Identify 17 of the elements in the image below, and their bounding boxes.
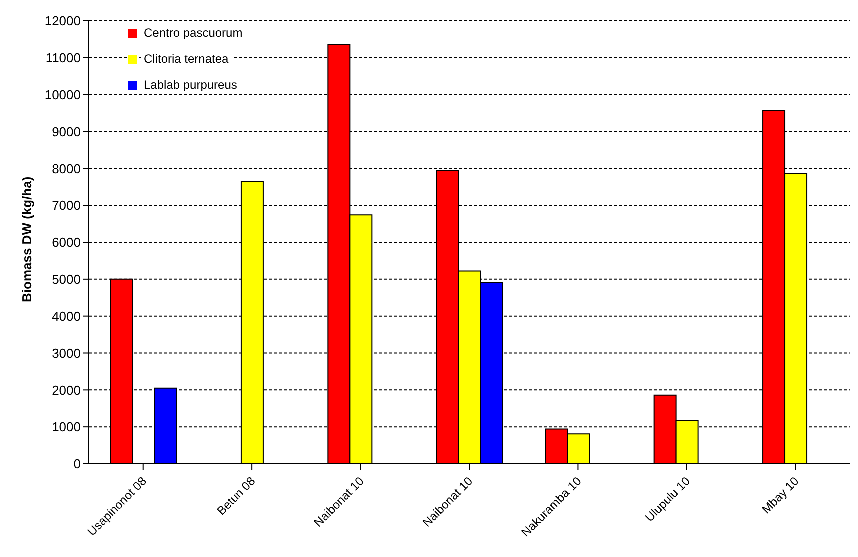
y-tick-label: 0: [74, 456, 81, 472]
y-tick-label: 12000: [44, 14, 81, 29]
y-tick-label: 9000: [52, 124, 81, 140]
y-tick-label: 8000: [52, 161, 81, 176]
legend-label: Clitoria ternatea: [141, 52, 232, 66]
legend-label: Lablab purpureus: [141, 78, 240, 92]
y-tick-label: 1000: [52, 420, 81, 435]
y-tick-label: 11000: [46, 50, 81, 66]
y-tick-label: 4000: [52, 308, 81, 324]
y-tick-label: 2000: [52, 382, 81, 398]
legend-label: Centro pascuorum: [141, 26, 246, 40]
y-tick-label: 7000: [52, 198, 81, 214]
y-tick-label: 3000: [52, 346, 81, 361]
y-tick-label: 6000: [52, 235, 81, 250]
y-axis-title: Biomass DW (kg/ha): [20, 176, 35, 302]
y-tick-label: 10000: [44, 87, 81, 102]
y-tick-label: 5000: [52, 272, 81, 288]
